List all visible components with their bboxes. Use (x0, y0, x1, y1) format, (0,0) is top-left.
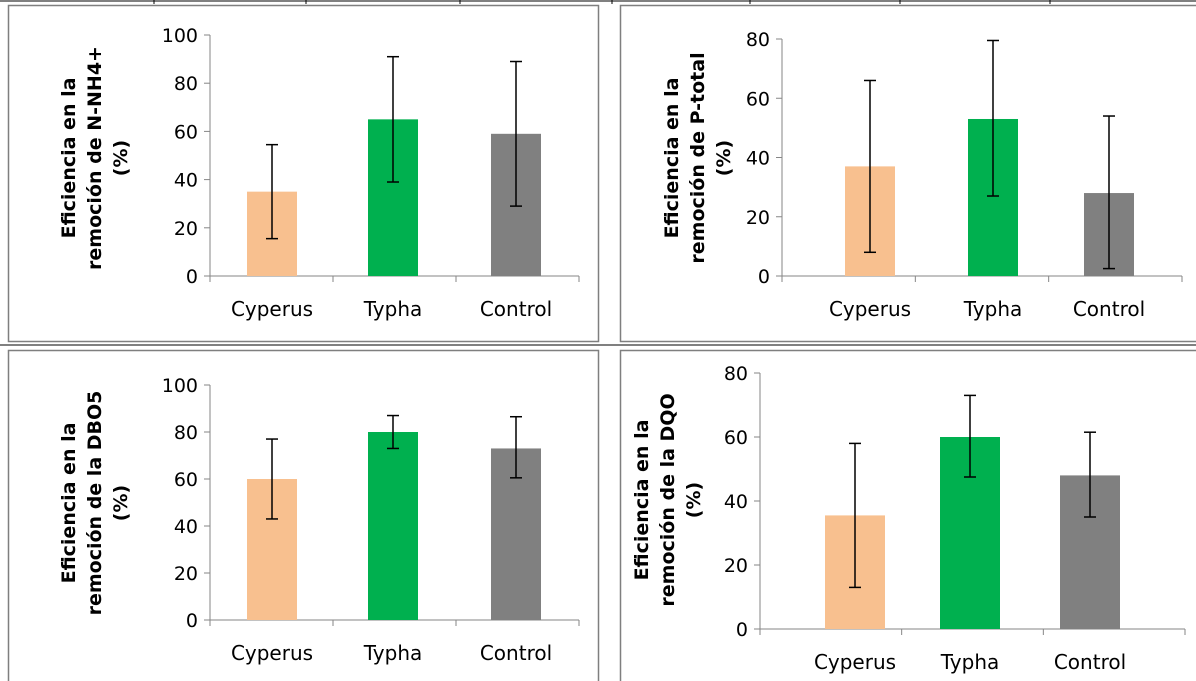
y-axis-label-line: Eficiencia en la (661, 78, 683, 239)
category-label: Cyperus (814, 650, 896, 674)
category-label: Cyperus (829, 297, 911, 321)
y-tick-label: 20 (174, 563, 198, 585)
category-label: Control (1054, 650, 1126, 674)
error-bar-typha (964, 394, 976, 478)
error-bar-typha (387, 55, 399, 183)
y-axis-label-line: (%) (683, 482, 705, 518)
y-tick-label: 80 (746, 29, 770, 51)
y-tick-label: 40 (724, 491, 748, 513)
chart-panel-3: 0 20 40 60 80 100 Cyperus Typha Control Eficienci… (7, 349, 600, 681)
y-tick-label: 60 (746, 88, 770, 110)
category-label: Cyperus (231, 641, 313, 665)
y-axis-label-line: Eficiencia en la (631, 420, 653, 581)
y-tick-label: 60 (174, 121, 198, 143)
error-bar-control (1084, 431, 1096, 518)
y-tick-label: 80 (174, 422, 198, 444)
category-label: Typha (363, 641, 423, 665)
chart-panel-2: 0 20 40 60 80 Cyperus Typha Control Eficiencia e… (619, 4, 1196, 343)
y-tick-label: 20 (746, 207, 770, 229)
category-label: Typha (963, 297, 1023, 321)
y-tick-label: 20 (724, 555, 748, 577)
error-bar-cyperus (864, 79, 876, 254)
chart-panel-1: 0 20 40 60 80 100 Cyperus Typha Control Eficienci… (7, 4, 600, 343)
y-axis-label-line: Eficiencia en la (58, 78, 80, 239)
category-label: Cyperus (231, 297, 313, 321)
category-label: Typha (363, 297, 423, 321)
error-bar-control (510, 60, 522, 207)
y-tick-label: 40 (174, 516, 198, 538)
error-bar-control (1103, 115, 1115, 270)
error-bar-typha (387, 414, 399, 450)
y-tick-label: 0 (736, 619, 748, 641)
chart-frame (7, 349, 600, 681)
y-axis-label-line: (%) (713, 140, 735, 176)
chart-frame (7, 4, 600, 343)
y-tick-label: 20 (174, 218, 198, 240)
category-label: Control (1073, 297, 1145, 321)
y-axis-label-line: (%) (110, 140, 132, 176)
y-axis-label-line: remoción de P-total (687, 52, 709, 263)
error-bar-control (510, 415, 522, 479)
category-label: Control (480, 297, 552, 321)
y-axis-label-line: remoción de la DQO (657, 393, 679, 606)
y-tick-label: 40 (746, 148, 770, 170)
y-tick-label: 100 (162, 25, 198, 47)
error-bar-cyperus (266, 438, 278, 520)
category-label: Typha (940, 650, 1000, 674)
error-bar-cyperus (266, 143, 278, 240)
y-axis-label-line: remoción de N-NH4+ (84, 46, 106, 270)
category-label: Control (480, 641, 552, 665)
y-tick-label: 100 (162, 375, 198, 397)
y-axis-label-line: (%) (110, 485, 132, 521)
y-tick-label: 80 (724, 363, 748, 385)
y-axis-label-line: remoción de la DBO5 (84, 391, 106, 616)
y-tick-label: 0 (758, 266, 770, 288)
table-grid-top (0, 0, 1196, 346)
y-tick-label: 60 (724, 427, 748, 449)
error-bar-cyperus (849, 442, 861, 589)
bar-typha (368, 432, 418, 620)
y-tick-label: 0 (186, 266, 198, 288)
chart-frame (619, 349, 1196, 681)
y-axis-label-line: Eficiencia en la (58, 423, 80, 584)
error-bar-typha (987, 39, 999, 197)
chart-frame (619, 4, 1196, 343)
y-tick-label: 0 (186, 610, 198, 632)
y-tick-label: 80 (174, 73, 198, 95)
y-tick-label: 60 (174, 469, 198, 491)
chart-panel-4: 0 20 40 60 80 Cyperus Typha Control Eficiencia e… (619, 349, 1196, 681)
y-tick-label: 40 (174, 170, 198, 192)
